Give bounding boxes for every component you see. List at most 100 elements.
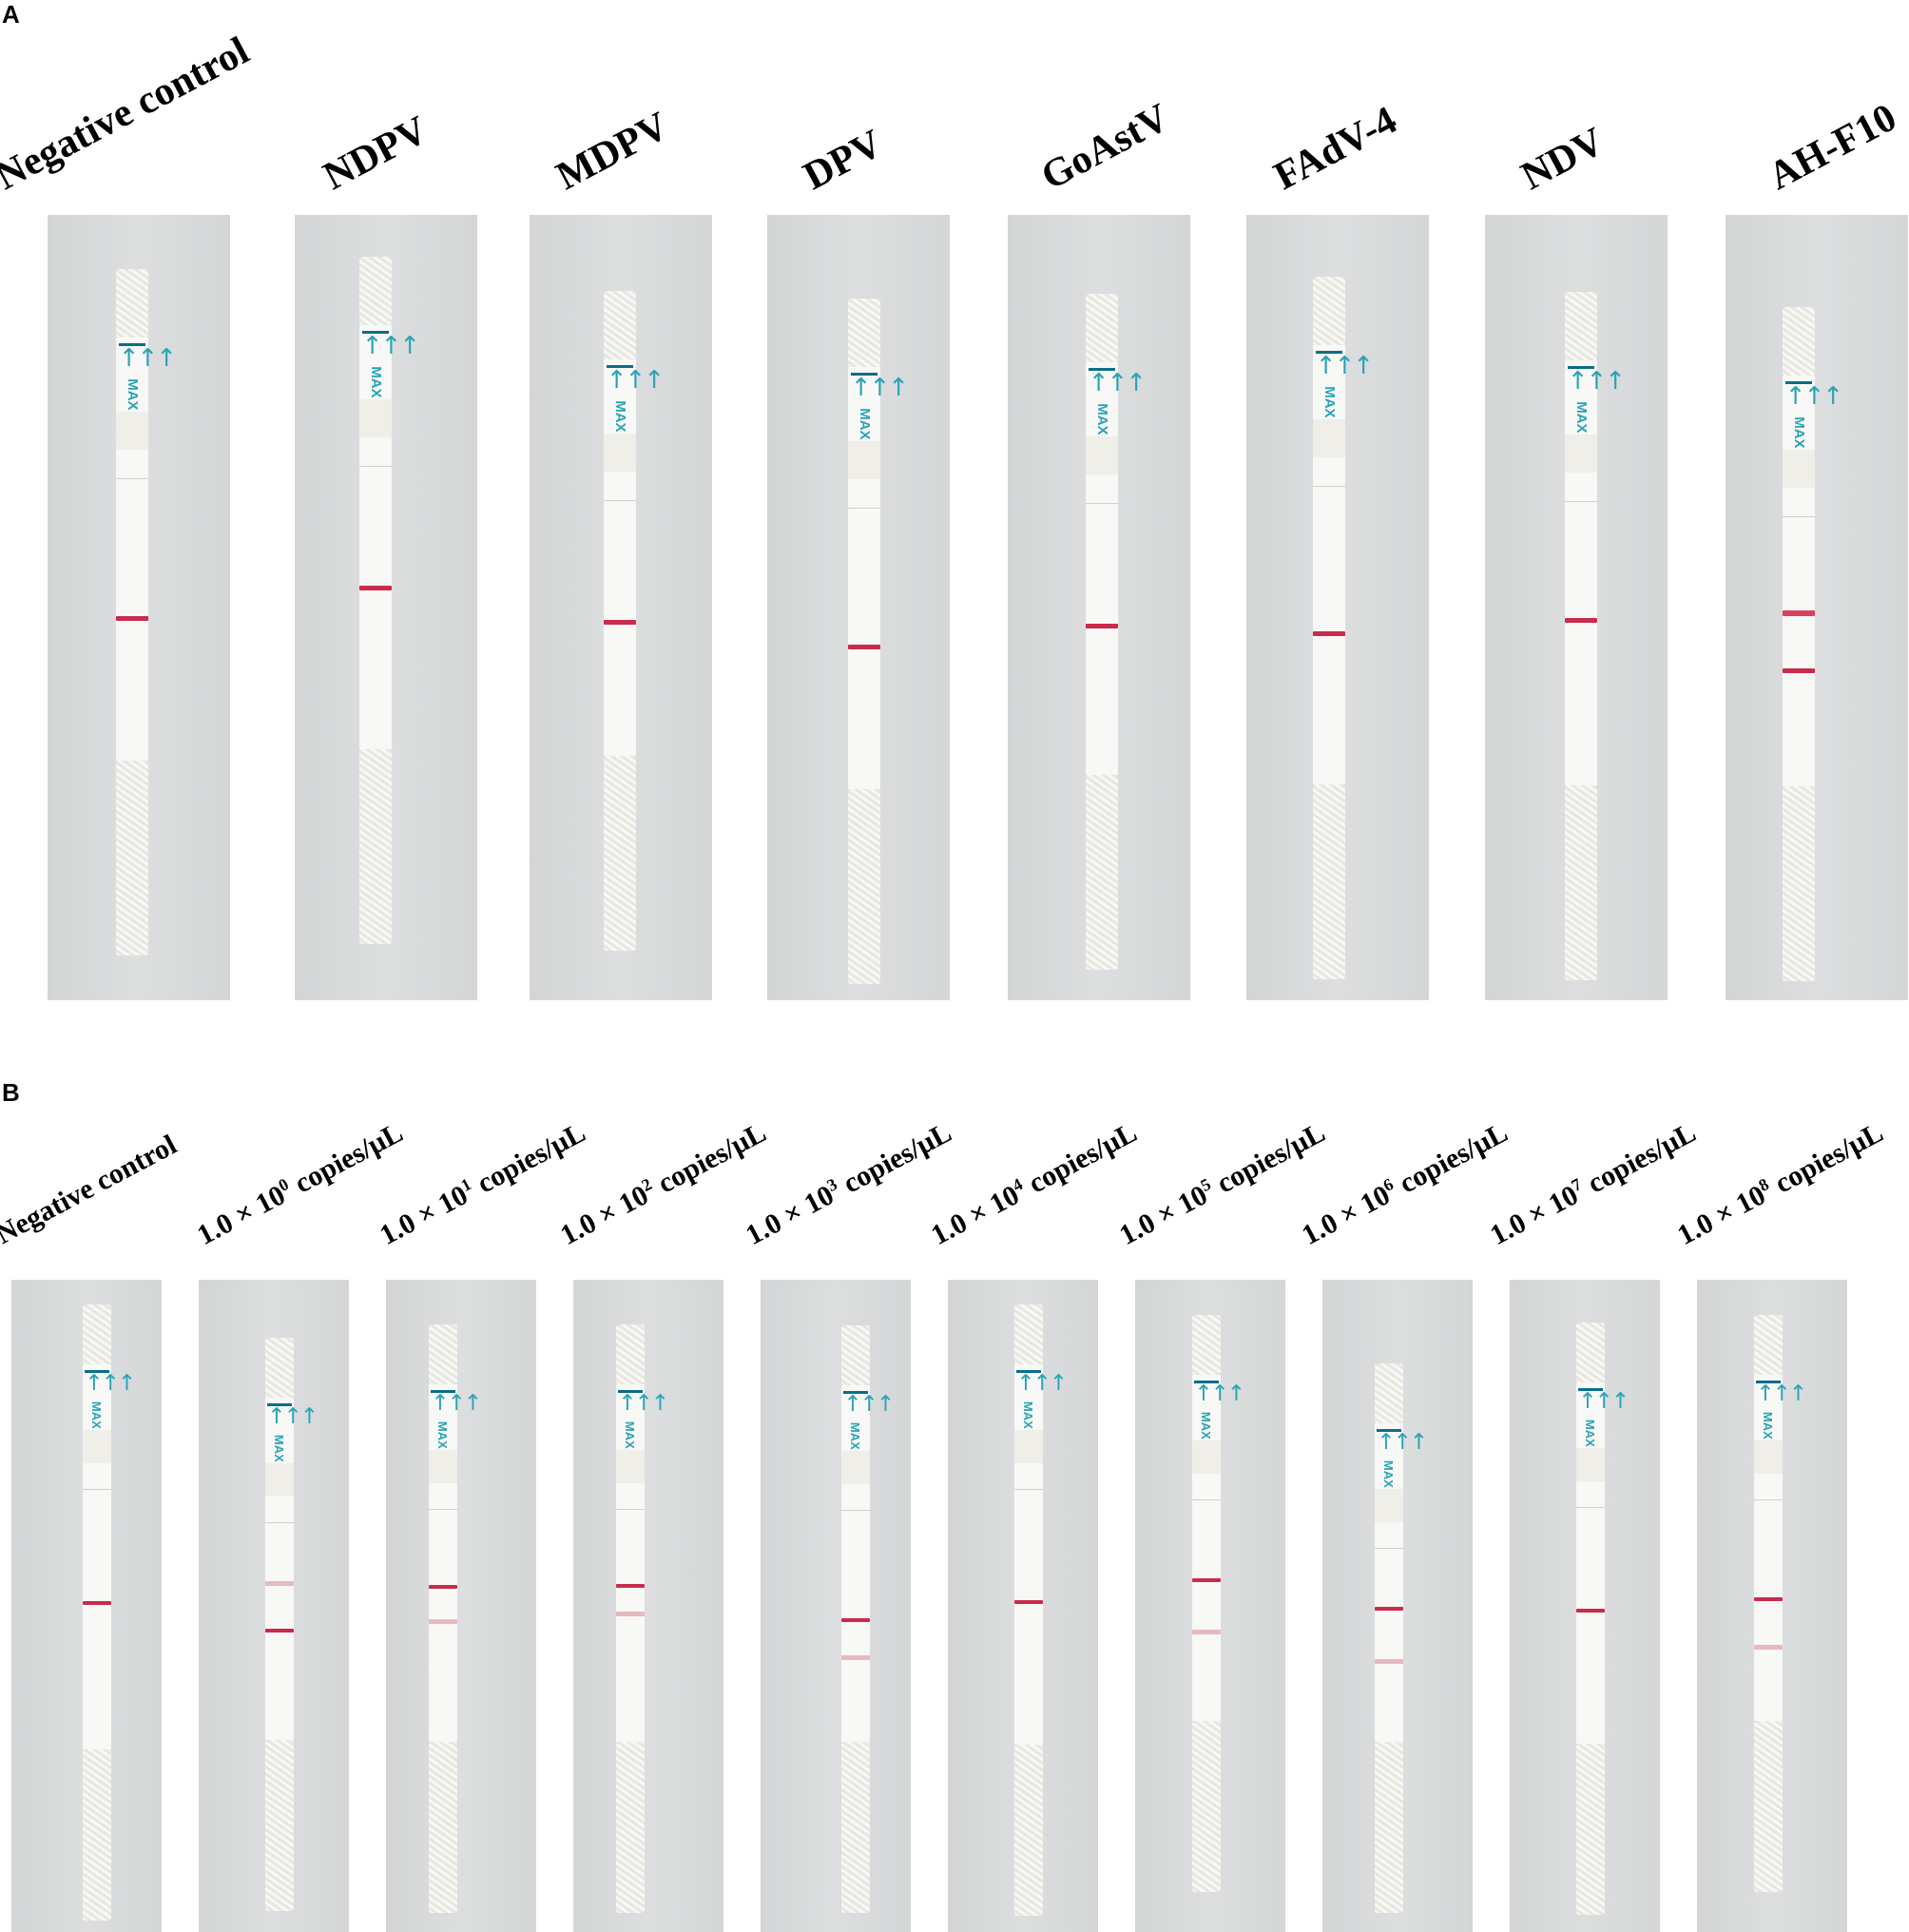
max-label: MAX [1199,1411,1214,1439]
strip-body [1192,1375,1221,1721]
sample-pad [265,1338,294,1398]
sample-label: 1.0 × 106 copies/μL [1297,1116,1514,1252]
max-line [1016,1370,1041,1373]
max-label: MAX [1761,1411,1776,1439]
arrow-up-icon: ↑↑↑ [607,368,665,393]
test-line [1192,1630,1221,1634]
arrow-up-icon: ↑↑↑ [843,1394,895,1416]
max-line [1315,351,1343,354]
sample-pad [1313,277,1345,345]
concentration-unit: copies/μL [831,1116,957,1204]
max-label: MAX [1790,416,1807,449]
concentration-unit: copies/μL [282,1116,409,1204]
max-label: MAX [435,1420,451,1449]
pad-edge [1754,1499,1783,1500]
sample-pad [841,1325,870,1385]
max-line [118,343,146,346]
sample-label: 1.0 × 108 copies/μL [1672,1116,1889,1252]
test-strip: ↑↑↑ MAX [1192,1315,1245,1892]
strip-body [1576,1382,1605,1744]
sample-pad [1192,1315,1221,1375]
concentration-base: 1.0 × 10 [741,1179,839,1252]
test-line [265,1581,294,1586]
test-line [1375,1659,1403,1664]
test-strip: ↑↑↑ MAX [841,1325,895,1913]
max-label: MAX [1583,1419,1598,1447]
max-line [1194,1381,1219,1383]
control-line [841,1618,870,1622]
arrow-up-icon: ↑↑↑ [1377,1432,1428,1454]
max-line [1567,366,1595,369]
pad-edge [1192,1499,1221,1500]
arrow-up-icon: ↑↑↑ [267,1406,318,1428]
arrow-up-icon: ↑↑↑ [618,1393,669,1415]
arrow-up-icon: ↑↑↑ [1785,384,1843,409]
absorbent-pad [429,1742,457,1913]
absorbent-pad [1576,1744,1605,1915]
absorbent-pad [1192,1721,1221,1892]
concentration-base: 1.0 × 10 [1672,1179,1771,1252]
pad-edge [429,1509,457,1510]
pad-edge [841,1510,870,1511]
max-arrow-marker: ↑↑↑ MAX [1784,381,1843,449]
test-strip: ↑↑↑ MAX [616,1324,669,1913]
max-line [1088,368,1116,371]
arrow-up-icon: ↑↑↑ [119,346,177,371]
max-arrow-marker: ↑↑↑ MAX [1016,1370,1068,1429]
sample-pad [116,269,148,338]
pad-edge [83,1489,111,1490]
control-line [1086,624,1118,628]
sample-label: 1.0 × 104 copies/μL [926,1116,1143,1252]
control-line [359,586,392,590]
strip-body [841,1385,870,1742]
control-line [1014,1600,1043,1604]
panel-b-letter: B [2,1078,20,1107]
absorbent-pad [1754,1721,1783,1892]
absorbent-pad [265,1740,294,1911]
max-arrow-marker: ↑↑↑ MAX [1578,1388,1629,1447]
control-line [1375,1607,1403,1611]
conjugate-pad [265,1463,294,1497]
strip-photo [1726,215,1908,1000]
sample-pad [1576,1323,1605,1382]
absorbent-pad [604,756,636,951]
max-arrow-marker: ↑↑↑ MAX [850,373,909,440]
test-strip: ↑↑↑ MAX [83,1304,136,1921]
strip-body [1783,376,1815,786]
pad-edge [1565,501,1597,502]
pad-edge [616,1509,645,1510]
strip-photo [761,1280,911,1932]
control-line [1313,631,1345,636]
max-label: MAX [611,400,628,433]
sample-label: 1.0 × 100 copies/μL [192,1116,409,1252]
conjugate-pad [1375,1489,1403,1522]
sample-label: NDV [1514,119,1611,200]
concentration-unit: copies/μL [1205,1116,1331,1204]
sample-label: AH-F10 [1761,95,1904,200]
sample-pad [604,291,636,359]
sample-label: Negative control [0,1129,183,1251]
strip-body [1086,362,1118,775]
test-strip: ↑↑↑ MAX [359,257,420,944]
concentration-unit: copies/μL [1763,1116,1889,1204]
max-line [267,1403,292,1406]
conjugate-pad [116,412,148,450]
test-line [1783,610,1815,616]
max-arrow-marker: ↑↑↑ MAX [606,365,665,433]
pad-edge [1783,516,1815,517]
max-line [850,373,878,376]
conjugate-pad [848,441,880,479]
max-arrow-marker: ↑↑↑ MAX [431,1390,482,1449]
max-label: MAX [623,1420,638,1449]
control-line [83,1601,111,1605]
conjugate-pad [604,434,636,472]
concentration-base: 1.0 × 10 [926,1179,1025,1252]
sample-pad [616,1324,645,1384]
arrow-up-icon: ↑↑↑ [851,376,909,400]
absorbent-pad [116,761,148,956]
strip-photo [573,1280,723,1932]
sample-pad [1565,292,1597,360]
arrow-up-icon: ↑↑↑ [1756,1383,1807,1405]
control-line [1754,1597,1783,1601]
max-label: MAX [856,408,873,440]
